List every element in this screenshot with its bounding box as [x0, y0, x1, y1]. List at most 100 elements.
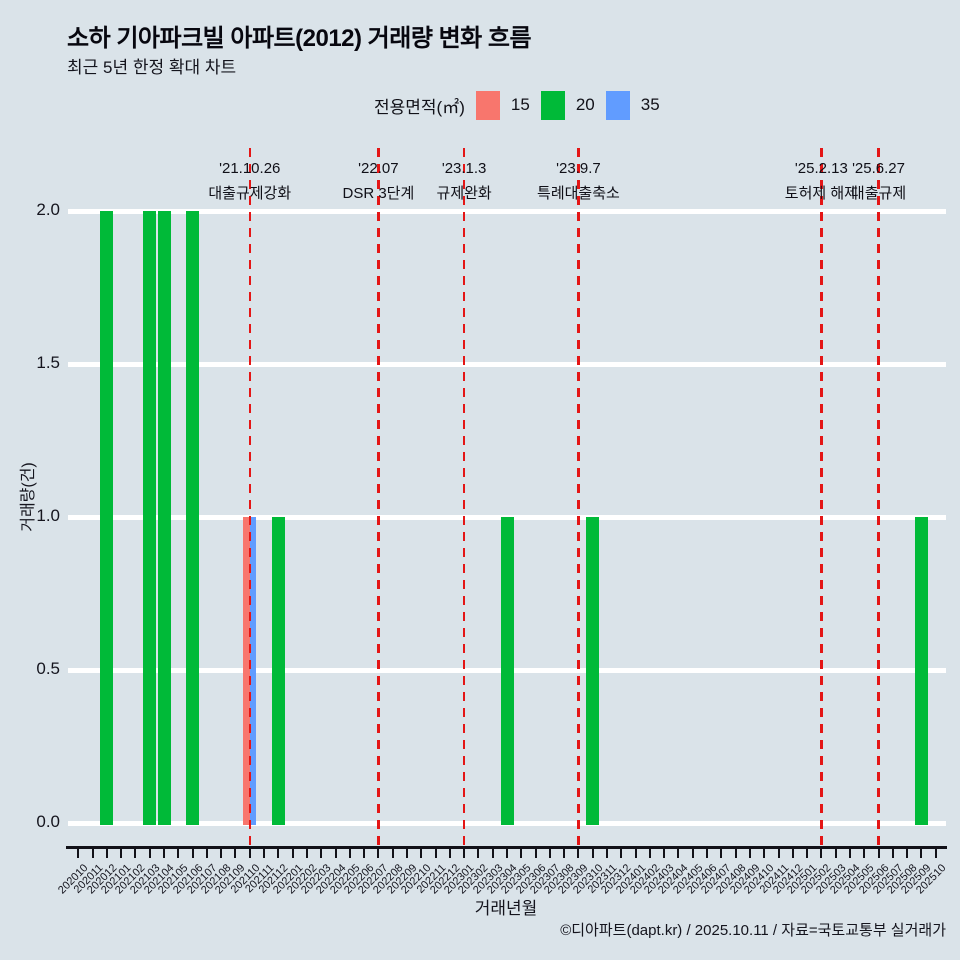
legend: 전용면적(㎡) 15 20 35 [374, 89, 660, 121]
x-tick-202108 [220, 848, 223, 858]
event-date-202502: '25.2.13 [794, 160, 848, 177]
legend-swatch-35 [605, 90, 630, 120]
legend-title: 전용면적(㎡) [374, 97, 465, 117]
bar-202310-area20 [586, 517, 600, 825]
x-tick-202211 [434, 848, 437, 858]
bar-202110-area15 [243, 517, 250, 825]
event-label-202207: DSR 3단계 [342, 185, 415, 202]
x-tick-202202 [305, 848, 308, 858]
bar-202110-area35 [249, 517, 257, 825]
page-title: 소하 기아파크빌 아파트(2012) 거래량 변화 흐름 [67, 25, 532, 52]
x-tick-202402 [648, 848, 651, 858]
event-label-202301: 규제완화 [436, 185, 492, 202]
x-tick-202410 [763, 848, 766, 858]
x-tick-202207 [377, 848, 380, 858]
x-tick-202308 [563, 848, 566, 858]
grid-line-y-2.0 [67, 208, 946, 214]
x-tick-202306 [534, 848, 537, 858]
y-tick-label: 0.5 [36, 659, 60, 678]
x-tick-202301 [463, 848, 466, 858]
footer-credit: ©디아파트(dapt.kr) / 2025.10.11 / 자료=국토교통부 실… [560, 922, 946, 939]
x-tick-202409 [748, 848, 751, 858]
bar-202304-area20 [500, 517, 514, 825]
x-tick-202406 [706, 848, 709, 858]
x-tick-202305 [520, 848, 523, 858]
x-tick-202312 [620, 848, 623, 858]
x-tick-202503 [834, 848, 837, 858]
x-tick-202102 [134, 848, 137, 858]
x-tick-202507 [891, 848, 894, 858]
event-line-202506 [877, 148, 880, 846]
legend-label-15: 15 [510, 95, 530, 114]
x-tick-202509 [920, 848, 923, 858]
x-tick-202505 [863, 848, 866, 858]
event-label-202502: 토허제 해제 [784, 185, 858, 202]
grid-line-y-1.5 [67, 361, 946, 367]
x-tick-202502 [820, 848, 823, 858]
x-tick-202411 [777, 848, 780, 858]
x-tick-202205 [348, 848, 351, 858]
legend-swatch-15 [475, 90, 500, 120]
event-date-202207: '22.07 [358, 160, 399, 177]
bar-202104-area20 [157, 211, 171, 825]
event-line-202301 [462, 148, 466, 846]
event-label-202309: 특례대출축소 [537, 185, 620, 202]
event-line-202309 [577, 148, 580, 846]
x-tick-202307 [548, 848, 551, 858]
y-tick-label: 0.0 [36, 812, 60, 831]
event-line-202207 [377, 148, 380, 846]
x-tick-202010 [77, 848, 80, 858]
x-tick-202208 [391, 848, 394, 858]
x-tick-202309 [577, 848, 580, 858]
x-tick-202110 [248, 848, 251, 858]
x-tick-202209 [405, 848, 408, 858]
x-tick-202412 [791, 848, 794, 858]
y-tick-label: 2.0 [36, 200, 60, 219]
x-tick-202206 [363, 848, 366, 858]
x-tick-202201 [291, 848, 294, 858]
legend-label-20: 20 [575, 95, 595, 114]
event-line-202502 [820, 148, 823, 846]
x-tick-202210 [420, 848, 423, 858]
x-tick-202112 [277, 848, 280, 858]
x-tick-202404 [677, 848, 680, 858]
event-date-202309: '23.9.7 [556, 160, 601, 177]
x-tick-202401 [634, 848, 637, 858]
x-tick-202103 [148, 848, 151, 858]
bar-202106-area20 [186, 211, 200, 825]
y-tick-label: 1.0 [36, 506, 60, 525]
legend-swatch-20 [540, 90, 565, 120]
x-tick-202204 [334, 848, 337, 858]
x-tick-202106 [191, 848, 194, 858]
event-date-202506: '25.6.27 [852, 160, 905, 177]
x-tick-202203 [320, 848, 323, 858]
bar-202103-area20 [143, 211, 157, 825]
x-tick-202501 [806, 848, 809, 858]
page-subtitle: 최근 5년 한정 확대 차트 [67, 58, 237, 77]
event-line-202110 [248, 148, 252, 846]
y-axis-title: 거래량(건) [20, 462, 37, 532]
x-tick-202109 [234, 848, 237, 858]
x-tick-202510 [934, 848, 937, 858]
x-tick-202011 [91, 848, 94, 858]
event-date-202301: '23.1.3 [441, 160, 487, 177]
x-tick-202504 [848, 848, 851, 858]
legend-item-15: 15 [475, 90, 530, 120]
y-tick-label: 1.5 [36, 353, 60, 372]
x-tick-202506 [877, 848, 880, 858]
x-tick-202304 [506, 848, 508, 858]
bar-202112-area20 [271, 517, 285, 825]
legend-item-35: 35 [605, 90, 660, 120]
x-tick-202212 [448, 848, 451, 858]
x-tick-202105 [177, 848, 180, 858]
x-tick-202408 [734, 848, 737, 858]
event-label-202506: 대출규제 [850, 185, 907, 202]
x-axis-title: 거래년월 [474, 899, 538, 918]
x-tick-202111 [263, 848, 266, 858]
x-tick-202104 [163, 848, 166, 858]
x-tick-202302 [477, 848, 480, 858]
x-tick-202403 [663, 848, 666, 858]
x-tick-202508 [906, 848, 909, 858]
x-tick-202107 [205, 848, 208, 858]
